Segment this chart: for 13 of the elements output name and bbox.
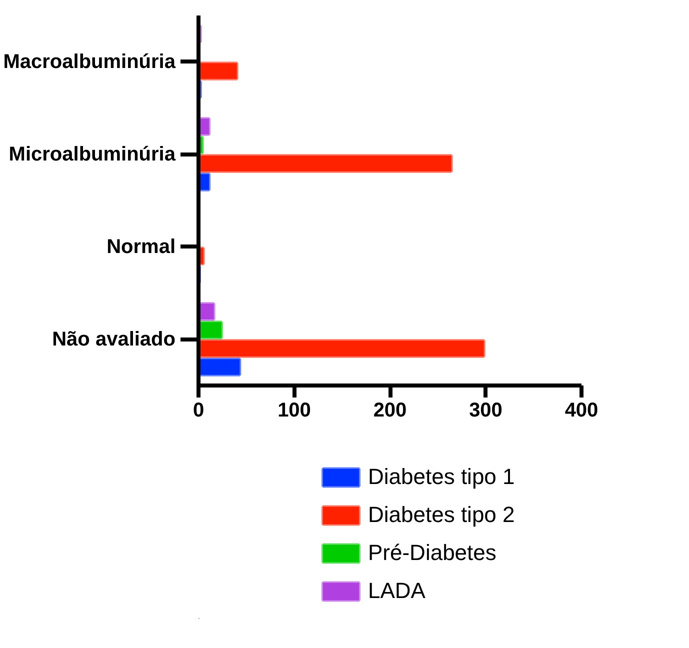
x-tick-label: 200 xyxy=(373,400,407,422)
y-tick-label: Não avaliado xyxy=(52,328,176,350)
legend-label: Diabetes tipo 1 xyxy=(368,464,515,490)
y-tick-label: Macroalbuminúria xyxy=(3,50,176,73)
y-tick-label: Normal xyxy=(106,236,176,258)
x-tick-label: 300 xyxy=(469,400,502,422)
x-tick-label: 100 xyxy=(278,400,311,422)
x-tick-label: 400 xyxy=(564,400,598,422)
legend-label: LADA xyxy=(368,578,426,604)
y-tick-label: Microalbuminúria xyxy=(8,143,176,166)
legend-label: Pré-Diabetes xyxy=(368,540,496,566)
x-tick-label: 0 xyxy=(192,400,204,422)
legend-label: Diabetes tipo 2 xyxy=(368,502,515,528)
